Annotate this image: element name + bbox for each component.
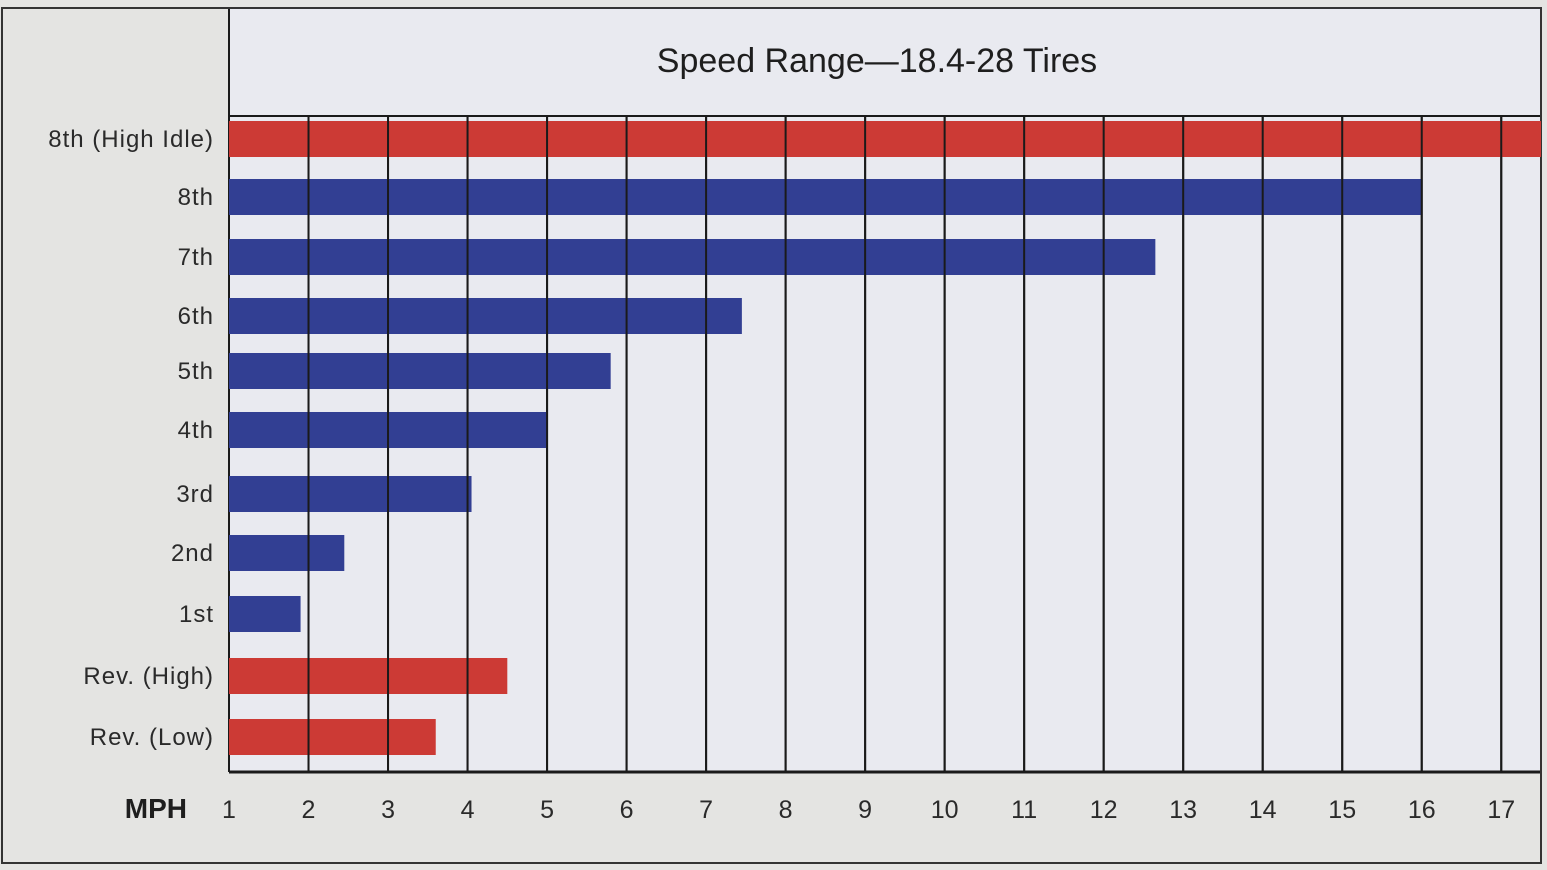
x-tick-label: 7 xyxy=(699,796,713,824)
bar xyxy=(229,719,436,755)
category-label: 7th xyxy=(178,244,214,271)
category-label: Rev. (High) xyxy=(83,663,214,690)
category-label: 8th (High Idle) xyxy=(48,126,214,153)
x-axis-unit-label: MPH xyxy=(125,793,187,824)
category-label: 4th xyxy=(178,417,214,444)
bar xyxy=(229,298,742,334)
x-tick-label: 2 xyxy=(302,796,316,824)
bar xyxy=(229,239,1156,275)
category-label: 2nd xyxy=(171,540,214,567)
x-tick-label: 6 xyxy=(620,796,634,824)
x-tick-label: 11 xyxy=(1011,796,1037,824)
x-tick-label: 17 xyxy=(1487,796,1515,824)
gridlines-overlay xyxy=(307,116,1503,772)
chart-frame xyxy=(1,7,1542,864)
bar xyxy=(229,353,611,389)
x-tick-label: 3 xyxy=(381,796,395,824)
bar xyxy=(229,476,472,512)
bar xyxy=(229,535,345,571)
x-tick-label: 8 xyxy=(779,796,793,824)
chart-title: Speed Range—18.4-28 Tires xyxy=(657,42,1097,80)
category-label: 1st xyxy=(179,601,214,628)
x-tick-label: 12 xyxy=(1090,796,1118,824)
x-tick-label: 4 xyxy=(461,796,475,824)
x-tick-label: 10 xyxy=(931,796,959,824)
category-labels: 8th (High Idle) 8th 7th 6th 5th 4th 3rd 2nd 1st R… xyxy=(48,126,214,751)
category-label: 3rd xyxy=(176,481,214,508)
bar xyxy=(229,179,1422,215)
x-tick-labels: 1 2 3 4 5 6 7 8 9 10 11 12 13 14 15 16 17 xyxy=(222,796,1515,824)
x-tick-label: 1 xyxy=(222,796,236,824)
x-tick-label: 13 xyxy=(1169,796,1197,824)
bar xyxy=(229,596,301,632)
x-tick-label: 14 xyxy=(1249,796,1277,824)
x-tick-label: 16 xyxy=(1408,796,1436,824)
x-tick-label: 15 xyxy=(1328,796,1356,824)
x-tick-label: 9 xyxy=(858,796,872,824)
category-label: 8th xyxy=(178,184,214,211)
bar xyxy=(229,658,508,694)
category-label: 6th xyxy=(178,303,214,330)
category-label: 5th xyxy=(178,358,214,385)
x-tick-label: 5 xyxy=(540,796,554,824)
category-label: Rev. (Low) xyxy=(90,724,214,751)
bar xyxy=(229,121,1541,157)
